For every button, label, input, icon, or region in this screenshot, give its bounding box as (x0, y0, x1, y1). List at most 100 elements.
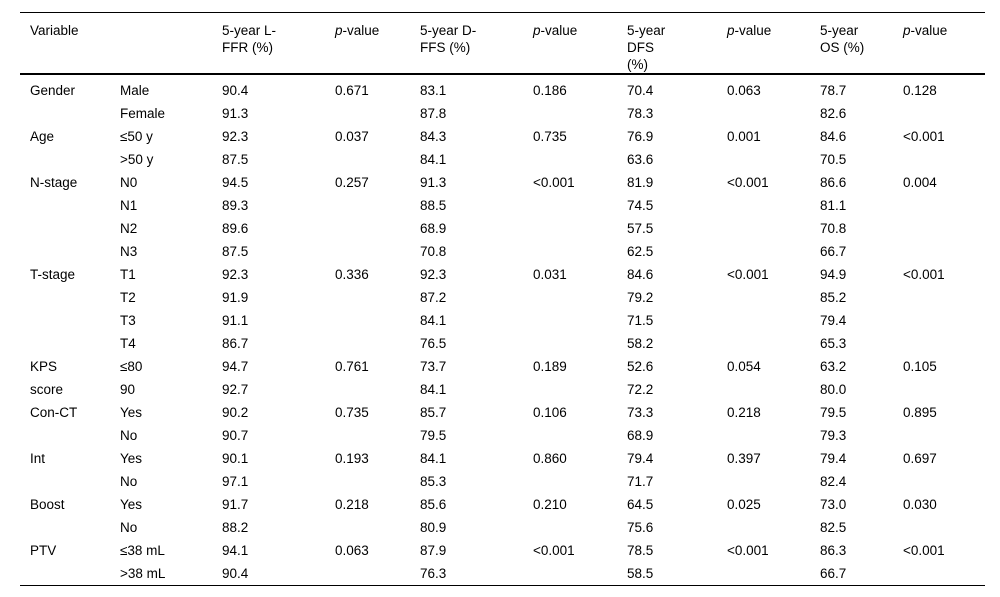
pvalue-suffix: -value (342, 23, 380, 38)
variable-cell: Age (30, 129, 55, 144)
os-value-cell: 84.6 (820, 129, 847, 144)
dfs-value-cell: 79.2 (627, 290, 654, 305)
dffs-value-cell: 85.7 (420, 405, 447, 420)
dfs-value-cell: 75.6 (627, 520, 654, 535)
dfs-value-cell: 81.9 (627, 175, 654, 190)
subgroup-cell: N1 (120, 198, 138, 213)
lffr-value-cell: 92.3 (222, 267, 249, 282)
dffs-value-cell: 85.3 (420, 474, 447, 489)
os-value-cell: 70.5 (820, 152, 847, 167)
dffs-value-cell: 80.9 (420, 520, 447, 535)
lffr-pvalue-cell (335, 516, 420, 539)
variable-cell (20, 217, 120, 240)
table-row: N-stage N0 94.5 0.257 91.3 <0.001 81.9 <0.001 86… (20, 171, 985, 194)
os-value-cell: 80.0 (820, 382, 847, 397)
lffr-value-cell: 91.3 (222, 106, 249, 121)
table-row: T4 86.7 76.5 58.2 65.3 (20, 332, 985, 355)
dfs-value-cell: 76.9 (627, 129, 654, 144)
lffr-pvalue-cell (335, 470, 420, 493)
lffr-pvalue-cell: 0.761 (335, 359, 369, 374)
dfs-pvalue-cell (727, 332, 820, 355)
dfs-pvalue-cell: <0.001 (727, 543, 769, 558)
dfs-pvalue-cell: 0.054 (727, 359, 761, 374)
dffs-pvalue-cell (533, 516, 627, 539)
table-row: Gender Male 90.4 0.671 83.1 0.186 70.4 0.063 78.… (20, 74, 985, 102)
os-pvalue-cell: 0.030 (903, 497, 937, 512)
os-value-cell: 82.4 (820, 474, 847, 489)
dffs-pvalue-cell: 0.189 (533, 359, 567, 374)
lffr-pvalue-cell (335, 148, 420, 171)
dffs-pvalue-cell (533, 378, 627, 401)
lffr-value-cell: 91.7 (222, 497, 249, 512)
os-value-cell: 79.3 (820, 428, 847, 443)
dfs-pvalue-cell: 0.063 (727, 83, 761, 98)
variable-cell: Int (30, 451, 46, 466)
subgroup-cell: No (120, 474, 138, 489)
variable-cell (20, 194, 120, 217)
lffr-value-cell: 91.9 (222, 290, 249, 305)
dfs-value-cell: 71.5 (627, 313, 654, 328)
os-value-cell: 79.4 (820, 313, 847, 328)
dffs-pvalue-cell (533, 424, 627, 447)
dffs-value-cell: 87.9 (420, 543, 447, 558)
lffr-value-cell: 89.3 (222, 198, 249, 213)
variable-cell: Boost (30, 497, 65, 512)
dffs-pvalue-cell (533, 194, 627, 217)
p-italic: p (533, 23, 541, 38)
column-header-pvalue-dfs: p-value (727, 13, 820, 75)
dfs-value-cell: 68.9 (627, 428, 654, 443)
column-header-os-label: 5-year OS (%) (820, 23, 865, 55)
dfs-value-cell: 72.2 (627, 382, 654, 397)
dffs-value-cell: 79.5 (420, 428, 447, 443)
dffs-value-cell: 92.3 (420, 267, 447, 282)
subgroup-cell: Yes (120, 451, 143, 466)
dfs-pvalue-cell (727, 309, 820, 332)
os-pvalue-cell (903, 332, 985, 355)
table-body: Gender Male 90.4 0.671 83.1 0.186 70.4 0.063 78.… (20, 74, 985, 586)
table-row: Boost Yes 91.7 0.218 85.6 0.210 64.5 0.025 73.0 0… (20, 493, 985, 516)
dfs-pvalue-cell: 0.001 (727, 129, 761, 144)
dffs-value-cell: 87.8 (420, 106, 447, 121)
subgroup-cell: T4 (120, 336, 136, 351)
dfs-value-cell: 62.5 (627, 244, 654, 259)
os-pvalue-cell (903, 470, 985, 493)
os-pvalue-cell (903, 194, 985, 217)
dffs-pvalue-cell (533, 332, 627, 355)
lffr-value-cell: 97.1 (222, 474, 249, 489)
os-pvalue-cell: 0.128 (903, 83, 937, 98)
lffr-value-cell: 90.7 (222, 428, 249, 443)
dffs-value-cell: 76.3 (420, 566, 447, 581)
dfs-value-cell: 84.6 (627, 267, 654, 282)
table-row: Age ≤50 y 92.3 0.037 84.3 0.735 76.9 0.001 84.6 <… (20, 125, 985, 148)
os-pvalue-cell (903, 562, 985, 586)
dffs-pvalue-cell: 0.031 (533, 267, 567, 282)
table-row: Int Yes 90.1 0.193 84.1 0.860 79.4 0.397 79.4 0.6… (20, 447, 985, 470)
os-value-cell: 78.7 (820, 83, 847, 98)
os-pvalue-cell (903, 516, 985, 539)
dfs-pvalue-cell (727, 562, 820, 586)
variable-cell (20, 286, 120, 309)
dfs-pvalue-cell: 0.025 (727, 497, 761, 512)
column-header-variable: Variable (30, 23, 79, 38)
table-row: N3 87.5 70.8 62.5 66.7 (20, 240, 985, 263)
os-pvalue-cell: <0.001 (903, 129, 945, 144)
table-row: No 90.7 79.5 68.9 79.3 (20, 424, 985, 447)
table-row: No 97.1 85.3 71.7 82.4 (20, 470, 985, 493)
subgroup-cell: Yes (120, 497, 143, 512)
os-value-cell: 73.0 (820, 497, 847, 512)
lffr-value-cell: 94.7 (222, 359, 249, 374)
os-value-cell: 82.6 (820, 106, 847, 121)
dffs-pvalue-cell (533, 286, 627, 309)
lffr-pvalue-cell: 0.336 (335, 267, 369, 282)
subgroup-cell: 90 (120, 382, 136, 397)
dfs-pvalue-cell (727, 194, 820, 217)
lffr-pvalue-cell (335, 240, 420, 263)
dfs-value-cell: 63.6 (627, 152, 654, 167)
dffs-value-cell: 88.5 (420, 198, 447, 213)
subgroup-cell: Female (120, 106, 166, 121)
os-pvalue-cell: 0.697 (903, 451, 937, 466)
dfs-value-cell: 58.2 (627, 336, 654, 351)
dfs-value-cell: 74.5 (627, 198, 654, 213)
variable-cell: KPS (30, 359, 58, 374)
